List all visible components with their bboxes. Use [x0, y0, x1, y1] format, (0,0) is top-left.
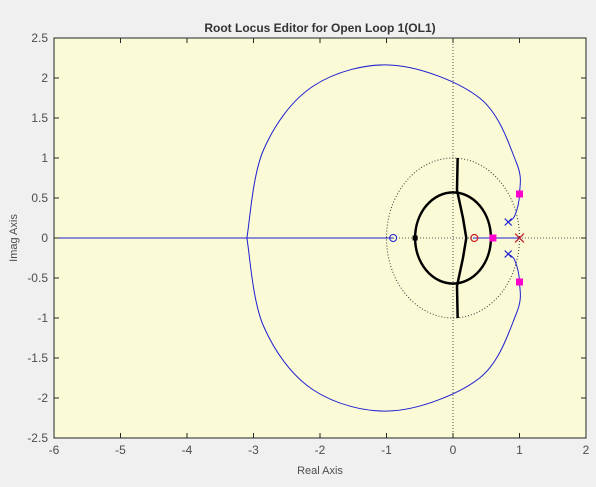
y-axis-label: Imag Axis [8, 214, 20, 262]
x-tick-label: -6 [49, 443, 60, 457]
y-tick-label: -2.5 [27, 431, 48, 445]
constraint-marker [412, 235, 418, 241]
x-tick-label: 2 [583, 443, 590, 457]
y-tick-label: 2 [41, 71, 48, 85]
locus-branch-3 [246, 64, 521, 239]
y-tick-label: -1 [37, 311, 48, 325]
locus-branch-4 [246, 237, 521, 412]
x-tick-label: 1 [516, 443, 523, 457]
x-tick-label: -4 [182, 443, 193, 457]
compensator-pole-stroke-b [514, 233, 525, 243]
open-loop-zero [389, 234, 398, 242]
x-tick-label: -5 [115, 443, 126, 457]
y-tick-label: -1.5 [27, 351, 48, 365]
y-tick-label: 0.5 [31, 191, 48, 205]
x-tick-label: -3 [248, 443, 259, 457]
design-constraint-curve [455, 157, 468, 319]
closed-loop-pole [489, 234, 497, 242]
y-tick-label: -0.5 [27, 271, 48, 285]
closed-loop-pole [516, 190, 523, 198]
y-tick-label: -2 [37, 391, 48, 405]
closed-loop-pole [516, 278, 523, 286]
y-tick-label: 2.5 [31, 31, 48, 45]
y-tick-label: 1.5 [31, 111, 48, 125]
y-tick-label: 0 [41, 231, 48, 245]
open-loop-pole [504, 218, 513, 226]
chart-marks [54, 38, 586, 438]
chart-title: Root Locus Editor for Open Loop 1(OL1) [204, 21, 435, 35]
compensator-pole [514, 233, 525, 243]
open-loop-pole-stroke-b [504, 218, 513, 226]
x-tick-label: -2 [315, 443, 326, 457]
axis-ticks: -6 -5 -4 -3 -2 -1 0 1 2 -2.5 -2 -1.5 -1 -0.5 0 0.5 1 1.5 2… [27, 31, 589, 457]
x-axis-label: Real Axis [297, 465, 343, 477]
open-loop-pole [504, 250, 513, 258]
y-tick-label: 1 [41, 151, 48, 165]
open-loop-pole-stroke-b [504, 250, 513, 258]
x-tick-label: 0 [450, 443, 457, 457]
compensator-zero [470, 233, 479, 243]
x-tick-label: -1 [381, 443, 392, 457]
